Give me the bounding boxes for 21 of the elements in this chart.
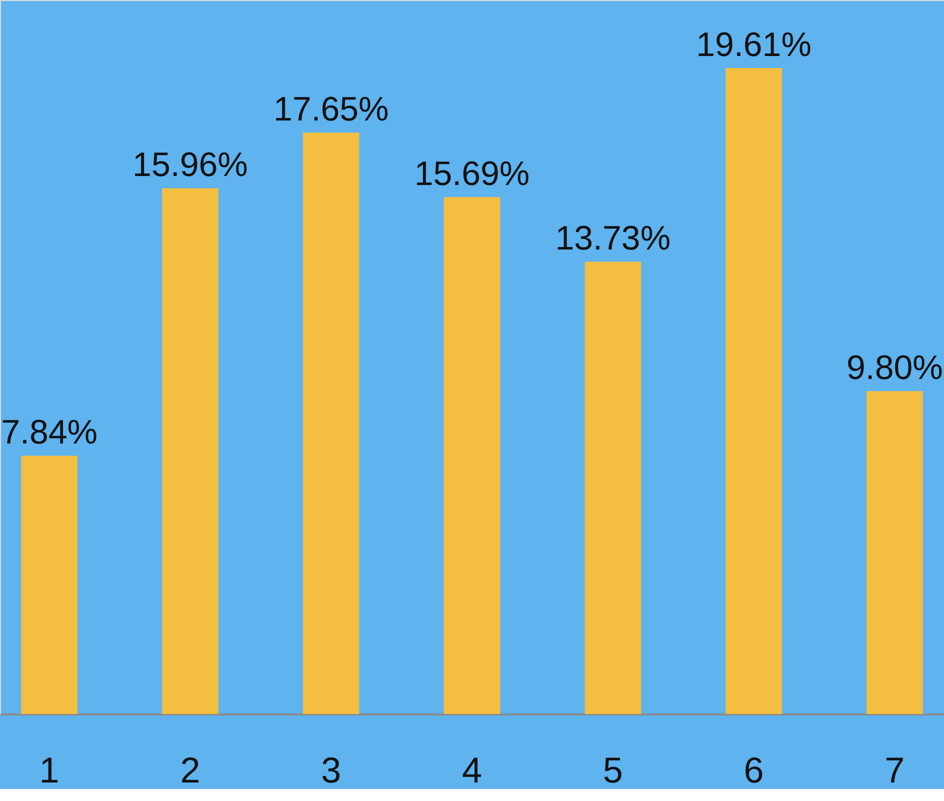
x-tick-label: 4 — [462, 750, 482, 790]
bar — [444, 197, 500, 714]
bar — [162, 188, 218, 714]
bar — [866, 391, 923, 714]
data-label: 15.69% — [414, 155, 530, 194]
data-label: 13.73% — [555, 220, 671, 258]
x-tick-label: 3 — [321, 750, 342, 790]
x-tick-label: 6 — [744, 750, 764, 790]
data-label: 9.80% — [846, 349, 943, 388]
bar — [726, 68, 782, 714]
bar — [302, 132, 360, 714]
bar — [584, 262, 642, 714]
bar — [21, 456, 78, 714]
data-label: 19.61% — [696, 26, 812, 64]
data-label: 15.96% — [132, 146, 248, 184]
x-tick-label: 2 — [180, 750, 200, 790]
data-label: 17.65% — [273, 90, 389, 129]
x-tick-label: 1 — [39, 750, 60, 790]
x-tick-label: 7 — [884, 750, 905, 790]
x-tick-label: 5 — [602, 750, 623, 790]
data-label: 7.84% — [1, 414, 98, 452]
